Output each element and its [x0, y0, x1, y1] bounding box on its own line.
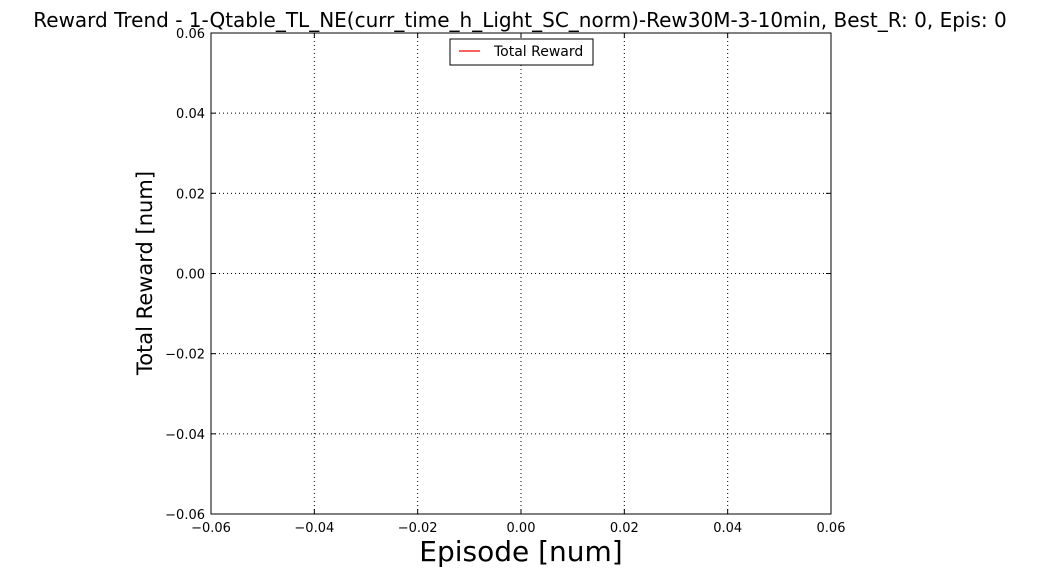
legend: Total Reward	[449, 38, 594, 66]
y-tick-label: 0.04	[176, 107, 205, 122]
x-tick-label: 0.00	[507, 521, 536, 536]
y-tick-label: −0.02	[165, 348, 205, 363]
y-tick-label: 0.02	[176, 187, 205, 202]
chart-title: Reward Trend - 1-Qtable_TL_NE(curr_time_…	[33, 8, 1006, 32]
x-tick-label: 0.06	[817, 521, 846, 536]
x-axis-ticks: −0.06 −0.04 −0.02 0.00 0.02 0.04 0.06	[191, 33, 845, 536]
y-tick-label: −0.06	[165, 508, 205, 523]
y-tick-label: −0.04	[165, 428, 205, 443]
x-tick-label: −0.02	[398, 521, 438, 536]
y-tick-label: 0.00	[176, 268, 205, 283]
legend-box	[449, 38, 594, 66]
x-tick-label: −0.04	[294, 521, 334, 536]
x-tick-label: 0.02	[610, 521, 639, 536]
y-axis-ticks: −0.06 −0.04 −0.02 0.00 0.02 0.04 0.06	[165, 27, 831, 523]
y-tick-label: 0.06	[176, 27, 205, 42]
x-tick-label: −0.06	[191, 521, 231, 536]
legend-label: Total Reward	[493, 44, 583, 60]
x-tick-label: 0.04	[713, 521, 742, 536]
x-axis-label: Episode [num]	[419, 535, 622, 568]
y-axis-label: Total Reward [num]	[133, 171, 157, 376]
grid	[210, 32, 832, 515]
